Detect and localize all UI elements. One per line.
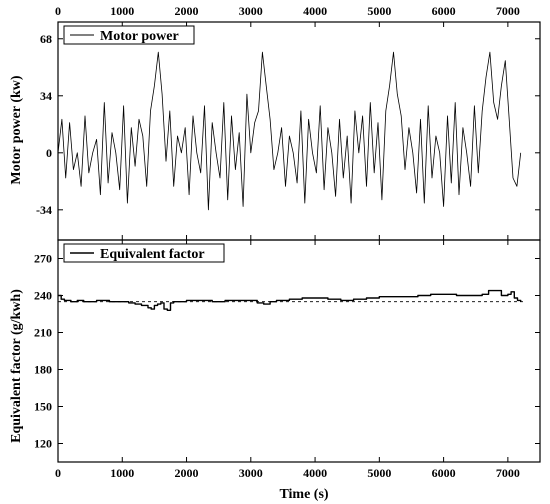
x-tick-label: 3000 <box>239 466 263 480</box>
x-tick-label: 7000 <box>496 466 520 480</box>
legend-label: Motor power <box>100 29 179 44</box>
panel-frame-0 <box>57 21 541 241</box>
y-tick-label: 34 <box>40 89 52 103</box>
x-top-tick-label: 7000 <box>496 4 520 18</box>
y-tick-label: 270 <box>34 252 52 266</box>
y-tick-label: 210 <box>34 326 52 340</box>
x-axis-label: Time (s) <box>279 487 328 502</box>
x-top-tick-label: 2000 <box>175 4 199 18</box>
x-tick-label: 0 <box>55 466 61 480</box>
y-tick-label: 0 <box>46 146 52 160</box>
x-tick-label: 2000 <box>175 466 199 480</box>
y-tick-label: 68 <box>40 32 52 46</box>
x-top-tick-label: 5000 <box>367 4 391 18</box>
legend-label: Equivalent factor <box>100 247 205 262</box>
x-top-tick-label: 6000 <box>432 4 456 18</box>
x-top-tick-label: 4000 <box>303 4 327 18</box>
legend-box <box>63 243 225 263</box>
legend-box <box>63 25 195 45</box>
panel-frame-1 <box>57 239 541 463</box>
y-tick-label: -34 <box>36 203 52 217</box>
x-top-tick-label: 1000 <box>110 4 134 18</box>
y-tick-label: 180 <box>34 363 52 377</box>
x-tick-label: 4000 <box>303 466 327 480</box>
y-tick-label: 150 <box>34 400 52 414</box>
series-line-motor-power <box>57 51 522 211</box>
top-y-axis-label: Motor power (kw) <box>9 75 24 184</box>
x-tick-label: 5000 <box>367 466 391 480</box>
x-tick-label: 1000 <box>110 466 134 480</box>
x-tick-label: 6000 <box>432 466 456 480</box>
y-tick-label: 240 <box>34 289 52 303</box>
y-tick-label: 120 <box>34 437 52 451</box>
bottom-y-axis-label: Equivalent factor (g/kwh) <box>9 289 24 443</box>
x-top-tick-label: 3000 <box>239 4 263 18</box>
series-line-equivalent-factor <box>58 289 522 311</box>
x-top-tick-label: 0 <box>55 4 61 18</box>
